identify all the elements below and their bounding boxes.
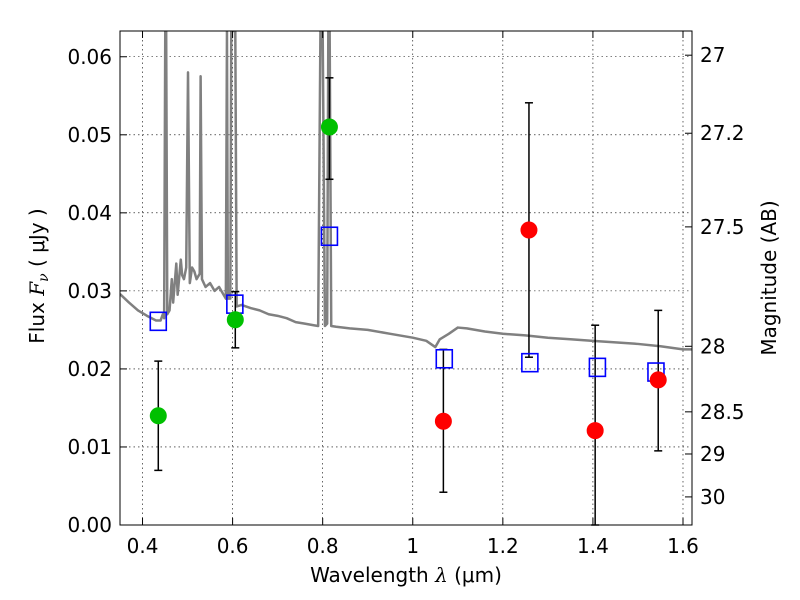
y-tick-label: 0.06 [67,45,112,69]
x-tick-label: 1.2 [487,534,519,558]
y2-tick-label: 28.5 [700,400,745,424]
y2-tick-label: 30 [700,485,725,509]
y2-axis-label: Magnitude (AB) [757,200,781,355]
x-tick-label: 0.6 [217,534,249,558]
model-band-square [149,311,168,332]
y2-tick-label: 27.2 [700,121,745,145]
circle-marker-layer [149,118,667,440]
model-band-square [435,348,454,369]
y-axis: 0.00 0.01 0.02 0.03 0.04 0.05 0.06 [67,45,127,537]
non-detections-point [434,412,452,430]
plot-area [120,31,692,525]
y2-tick-label: 28 [700,334,725,358]
y2-tick-label: 29 [700,442,725,466]
y-axis-label: Flux Fν ( μJy ) [25,208,52,343]
detections-point [149,407,167,425]
spectrum-layer [120,31,692,351]
model-band-square [588,357,607,378]
x-tick-label: 1.6 [667,534,699,558]
x-axis: 0.4 0.6 0.8 1 1.2 1.4 1.6 [127,31,699,558]
x-axis-label: Wavelength λ (μm) [310,563,502,587]
detections-point [320,118,338,136]
y2-tick-label: 27.5 [700,215,745,239]
model-band-square [521,352,539,373]
model-spectrum-line [120,31,692,351]
y-tick-label: 0.04 [67,201,112,225]
y-tick-label: 0.03 [67,279,112,303]
y-tick-label: 0.00 [67,513,112,537]
non-detections-point [520,221,538,239]
y2-tick-label: 27 [700,43,725,67]
model-band-square [320,226,339,247]
x-tick-label: 0.4 [127,534,159,558]
x-tick-label: 0.8 [307,534,339,558]
non-detections-point [649,371,667,389]
non-detections-point [586,422,604,440]
detections-point [226,311,244,329]
x-tick-label: 1 [406,534,419,558]
x-tick-label: 1.4 [577,534,609,558]
square-marker-layer [149,226,665,382]
y-tick-label: 0.05 [67,123,112,147]
secondary-y-axis: 27 27.2 27.5 28 28.5 29 30 [685,43,745,509]
y-tick-label: 0.02 [67,357,112,381]
y-tick-label: 0.01 [67,435,112,459]
plot-frame [119,30,693,526]
